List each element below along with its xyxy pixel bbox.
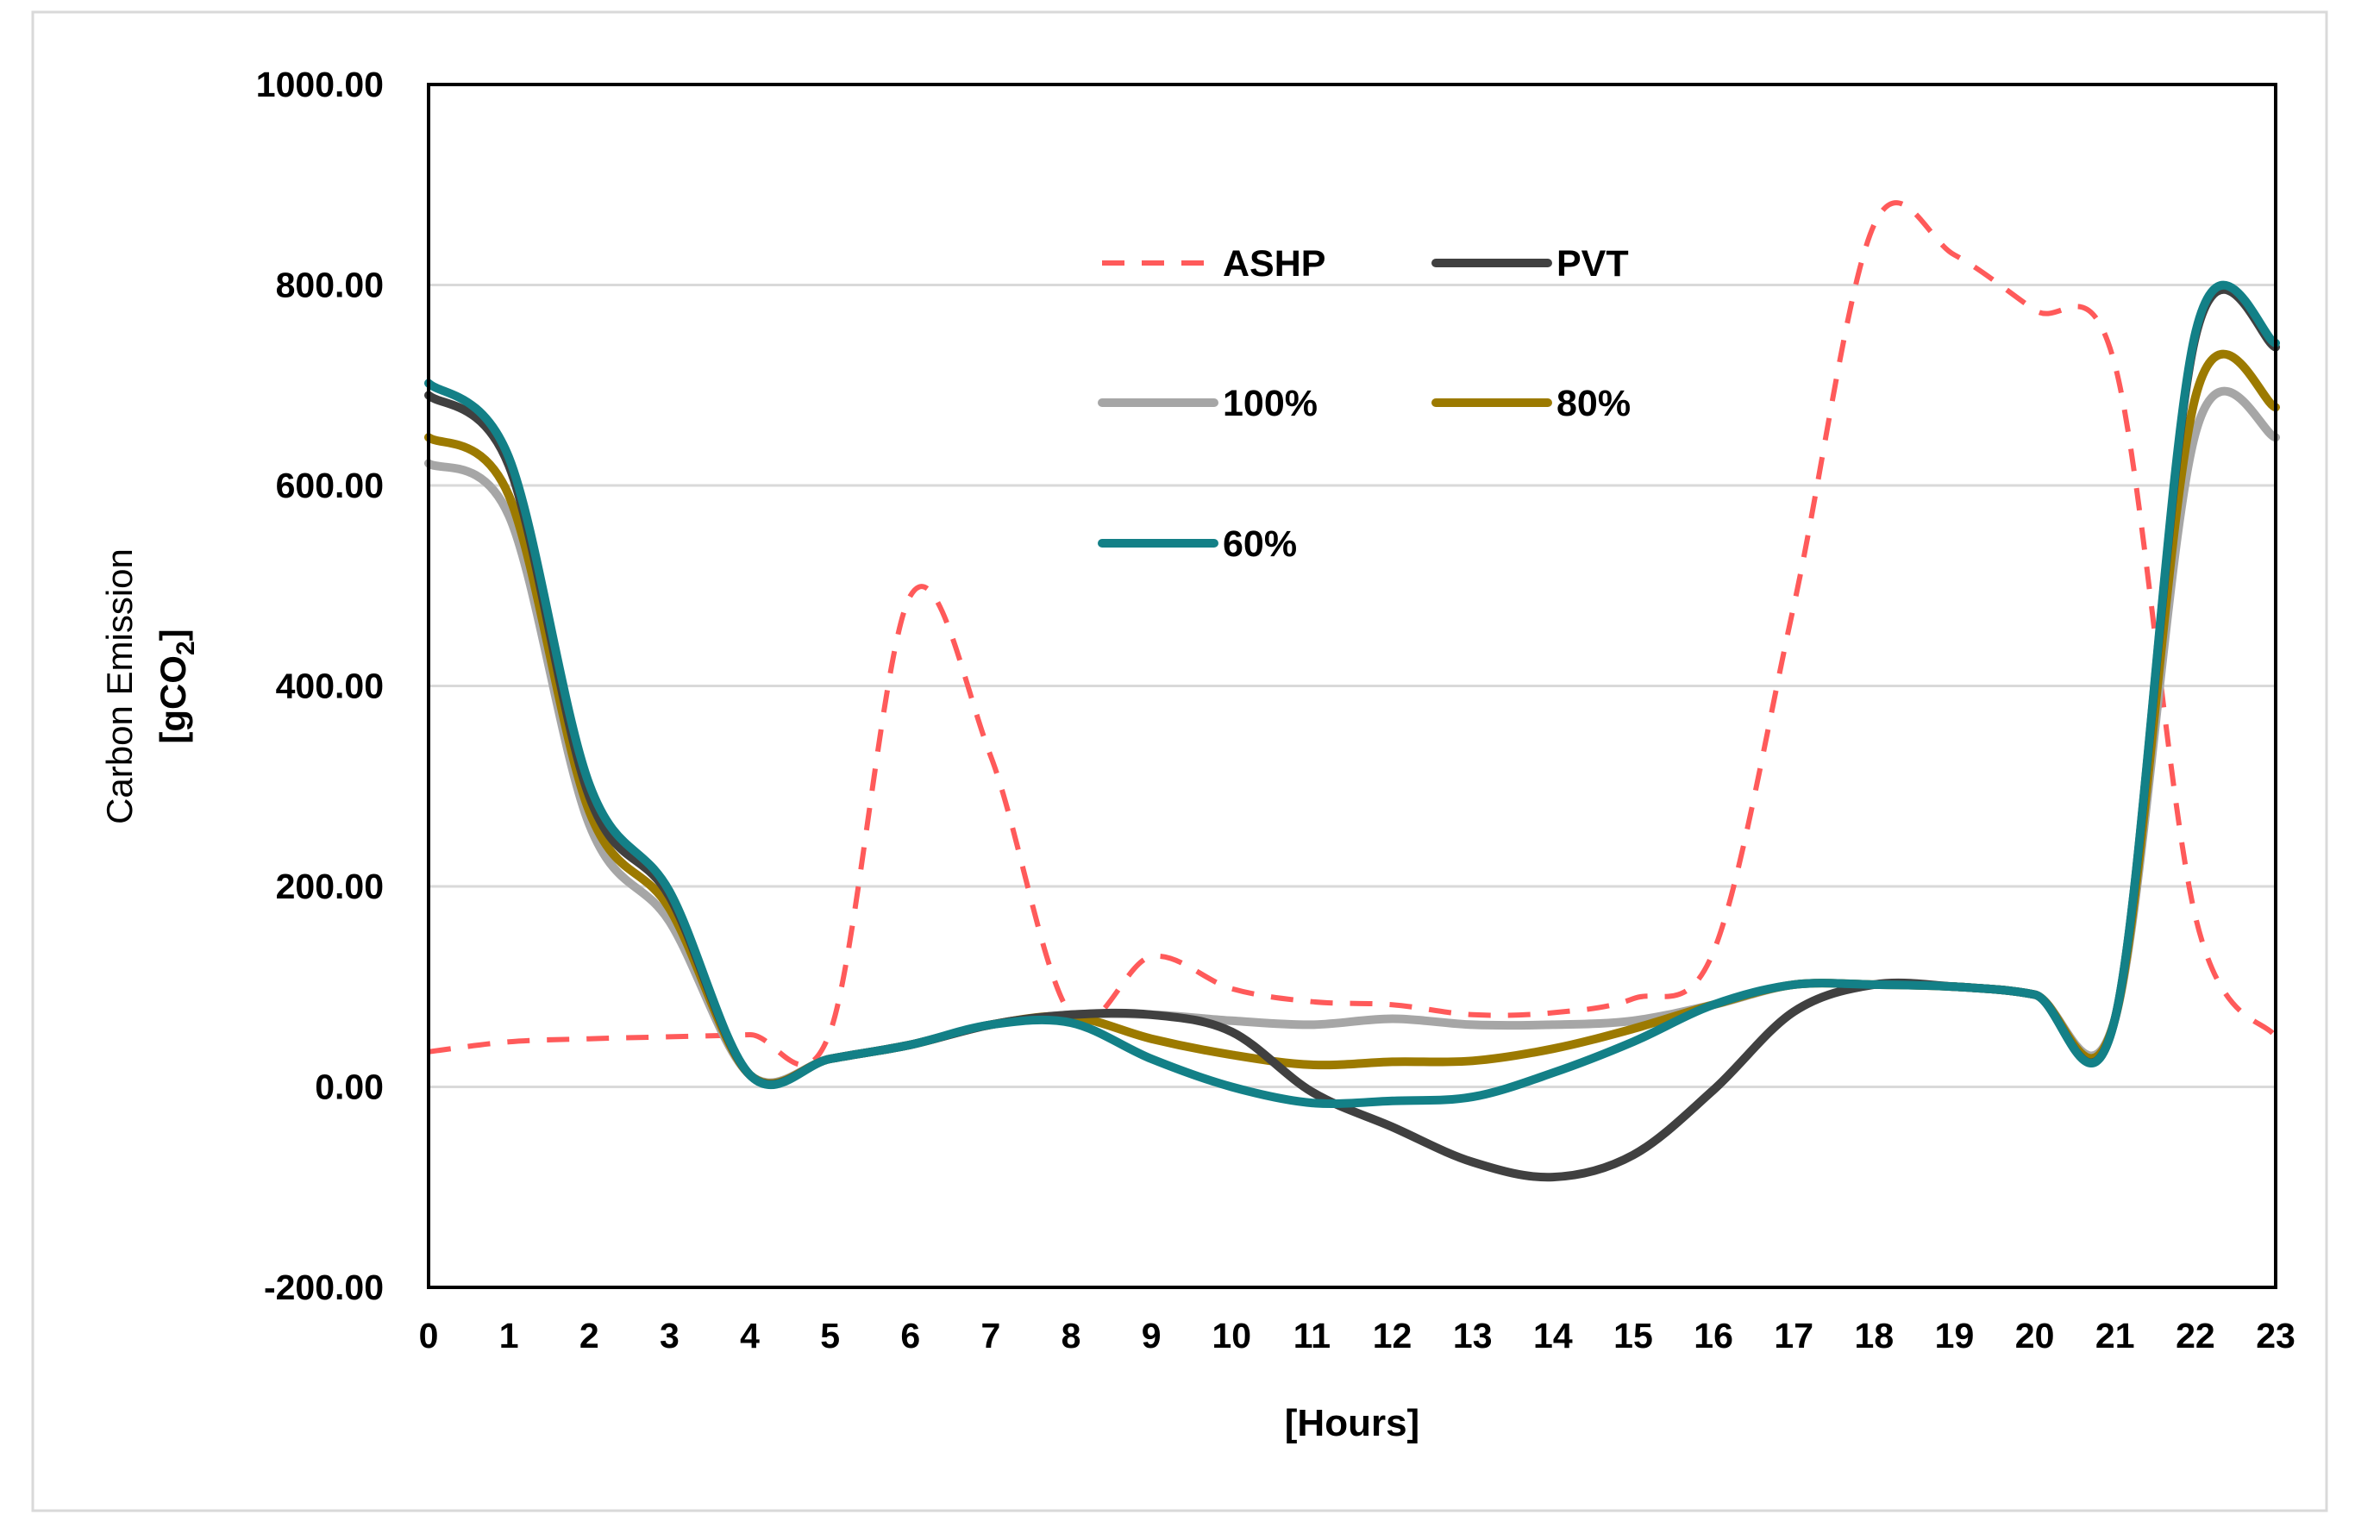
series-line-60pct — [424, 280, 2280, 1109]
x-axis-title: [Hours] — [1285, 1402, 1419, 1444]
x-tick-label: 15 — [1613, 1316, 1653, 1355]
x-tick-label: 1 — [499, 1316, 519, 1355]
y-tick-label: 800.00 — [276, 266, 384, 305]
series-line-80pct — [424, 349, 2280, 1088]
legend-label: PVT — [1556, 243, 1629, 285]
y-axis-title-line1: Carbon Emission — [99, 548, 140, 824]
x-tick-label: 19 — [1935, 1316, 1975, 1355]
x-tick-label: 0 — [419, 1316, 439, 1355]
y-axis-title-close: ] — [153, 629, 193, 641]
x-tick-label: 8 — [1062, 1316, 1081, 1355]
y-axis-title: Carbon Emission [gCO2] — [99, 548, 200, 824]
x-tick-label: 11 — [1293, 1316, 1331, 1355]
x-tick-label: 3 — [660, 1316, 680, 1355]
chart-frame — [31, 10, 2328, 1512]
x-tick-label: 17 — [1774, 1316, 1813, 1355]
y-axis-title-subscript: 2 — [172, 641, 200, 655]
legend-label: 60% — [1223, 523, 1297, 565]
y-tick-label: 0.00 — [315, 1067, 384, 1107]
x-axis-ticks: 0 1 2 3 4 5 6 7 8 9 10 11 12 13 14 15 16 17 18 19 20 21 22 23 — [419, 1316, 2295, 1355]
legend-label: 80% — [1556, 383, 1631, 424]
y-tick-label: 200.00 — [276, 867, 384, 906]
y-tick-label: 1000.00 — [256, 65, 384, 104]
x-tick-label: 10 — [1212, 1316, 1251, 1355]
x-tick-label: 16 — [1694, 1316, 1733, 1355]
x-tick-label: 12 — [1373, 1316, 1412, 1355]
legend-label: ASHP — [1223, 243, 1325, 285]
x-tick-label: 13 — [1453, 1316, 1493, 1355]
y-tick-label: -200.00 — [264, 1268, 384, 1307]
y-axis-title-line2: [gCO2] — [153, 629, 200, 743]
series-line-ashp — [428, 200, 2278, 1067]
x-tick-label: 2 — [579, 1316, 599, 1355]
x-tick-label: 22 — [2176, 1316, 2215, 1355]
x-tick-label: 9 — [1142, 1316, 1162, 1355]
x-tick-label: 6 — [900, 1316, 920, 1355]
y-axis-title-unit: [gCO — [153, 655, 193, 744]
y-tick-label: 400.00 — [276, 667, 384, 706]
x-tick-label: 20 — [2015, 1316, 2055, 1355]
plot-area-border — [427, 83, 2277, 1289]
x-tick-label: 4 — [740, 1316, 760, 1355]
y-tick-label: 600.00 — [276, 466, 384, 505]
legend-label: 100% — [1223, 383, 1318, 424]
x-tick-label: 14 — [1533, 1316, 1573, 1355]
x-tick-label: 21 — [2095, 1316, 2135, 1355]
legend: ASHP PVT 100% 80% 60% — [1098, 243, 1631, 565]
x-tick-label: 7 — [981, 1316, 1001, 1355]
y-axis-ticks: -200.00 0.00 200.00 400.00 600.00 800.00 1000.… — [256, 65, 384, 1307]
x-tick-label: 23 — [2256, 1316, 2295, 1355]
x-tick-label: 5 — [820, 1316, 840, 1355]
series-lines — [424, 200, 2280, 1182]
x-tick-label: 18 — [1855, 1316, 1895, 1355]
